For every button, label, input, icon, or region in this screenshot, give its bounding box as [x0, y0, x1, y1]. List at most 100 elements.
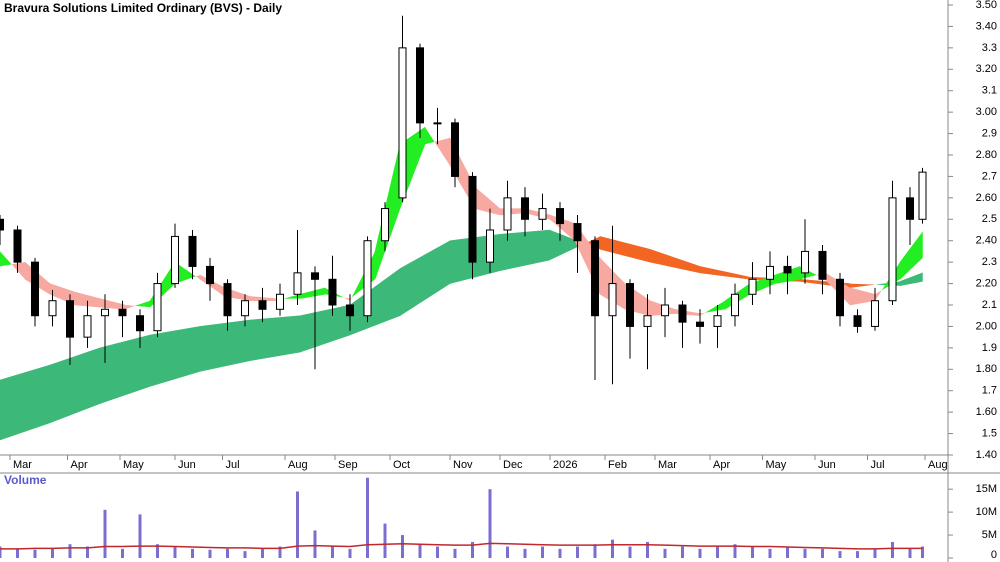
volume-bar	[506, 546, 509, 558]
volume-bar	[121, 548, 124, 558]
candle-body	[293, 272, 302, 295]
y-tick-label: 2.3	[982, 256, 997, 268]
y-tick-label: 3.1	[982, 85, 997, 97]
y-tick-label: 2.7	[982, 170, 997, 182]
volume-bar	[768, 548, 772, 558]
volume-bar	[611, 539, 614, 558]
y-tick-label: 2.80	[976, 149, 997, 161]
candle-body	[206, 265, 214, 285]
candle-body	[918, 171, 927, 220]
x-tick-label: 2026	[553, 459, 577, 471]
y-tick-label: 3.3	[982, 42, 997, 54]
ribbon-segment	[434, 137, 450, 166]
candle-body	[766, 265, 774, 280]
volume-bar	[226, 548, 229, 558]
volume-tick-label: 15M	[976, 483, 997, 495]
volume-bar	[296, 491, 299, 558]
y-tick-label: 1.7	[982, 385, 997, 397]
candle-body	[643, 315, 652, 327]
volume-bar	[576, 546, 579, 558]
x-tick-label: Sep	[338, 459, 358, 471]
y-tick-label: 1.40	[976, 449, 997, 461]
volume-bar	[313, 530, 317, 558]
y-tick-label: 2.20	[976, 277, 997, 289]
ribbon-segment	[881, 262, 900, 291]
candle-body	[258, 300, 267, 310]
volume-bar	[628, 546, 632, 558]
candle-body	[871, 300, 879, 327]
candle-body	[241, 300, 249, 317]
ribbon-segment	[550, 230, 585, 260]
ribbon-segment	[195, 275, 200, 280]
volume-bar	[261, 548, 264, 558]
chart-title: Bravura Solutions Limited Ordinary (BVS)…	[4, 1, 282, 15]
y-tick-label: 2.40	[976, 235, 997, 247]
volume-bar	[541, 546, 544, 558]
candle-body	[433, 122, 442, 125]
x-tick-label: Dec	[503, 459, 523, 471]
volume-bar	[383, 523, 387, 558]
candle-body	[398, 47, 407, 199]
x-tick-label: Oct	[393, 459, 410, 471]
volume-bar	[663, 548, 667, 558]
volume-bar	[138, 514, 142, 558]
candle-body	[801, 250, 809, 274]
volume-bar	[331, 546, 334, 558]
ribbon-segment	[175, 262, 196, 284]
candle-body	[888, 197, 897, 302]
y-tick-label: 1.60	[976, 406, 997, 418]
y-tick-label: 1.5	[982, 427, 997, 439]
candle-body	[731, 293, 739, 317]
candle-body	[363, 240, 372, 317]
x-tick-label: May	[123, 459, 144, 471]
ribbon-segment	[135, 300, 150, 308]
volume-tick-label: 0	[991, 549, 997, 561]
volume-bar	[366, 477, 369, 558]
candle-body	[713, 315, 722, 327]
volume-bar	[418, 544, 422, 558]
candle-body	[853, 315, 862, 327]
volume-bar	[821, 548, 824, 558]
volume-bar	[348, 548, 352, 558]
candle-body	[591, 240, 599, 317]
candle-body	[538, 208, 547, 220]
ribbon-segment	[875, 290, 882, 301]
ribbon-segment	[425, 127, 435, 145]
candle-body	[48, 300, 57, 317]
volume-bar	[16, 548, 19, 558]
ribbon-segment	[351, 251, 375, 298]
y-tick-label: 1.80	[976, 363, 997, 375]
y-tick-label: 3.20	[976, 63, 997, 75]
candle-body	[0, 218, 4, 231]
volume-bar	[646, 541, 649, 558]
volume-bar	[191, 548, 194, 558]
candle-body	[31, 261, 39, 317]
volume-bar	[873, 548, 877, 558]
candle-body	[748, 278, 757, 295]
candle-body	[13, 229, 22, 263]
candle-body	[66, 300, 74, 338]
volume-bar	[471, 541, 474, 558]
ribbon-segment	[0, 251, 12, 267]
candle-body	[696, 321, 704, 327]
volume-tick-label: 5M	[982, 529, 997, 541]
ribbon-segment	[705, 300, 725, 313]
volume-label: Volume	[4, 473, 47, 487]
candle-body	[381, 208, 389, 242]
volume-bar	[523, 548, 527, 558]
candle-body	[136, 315, 144, 332]
x-tick-label: Jun	[818, 459, 836, 471]
x-tick-label: Feb	[608, 459, 627, 471]
volume-bar	[401, 535, 404, 558]
volume-bar	[0, 546, 2, 558]
candle-body	[783, 265, 792, 274]
y-tick-label: 3.50	[976, 0, 997, 11]
volume-bar	[716, 546, 719, 558]
candle-body	[416, 47, 424, 124]
x-tick-label: Jun	[178, 459, 196, 471]
candle-body	[346, 304, 354, 317]
volume-bar	[51, 547, 54, 558]
ribbon-segment	[850, 283, 875, 288]
volume-bar	[681, 546, 684, 558]
